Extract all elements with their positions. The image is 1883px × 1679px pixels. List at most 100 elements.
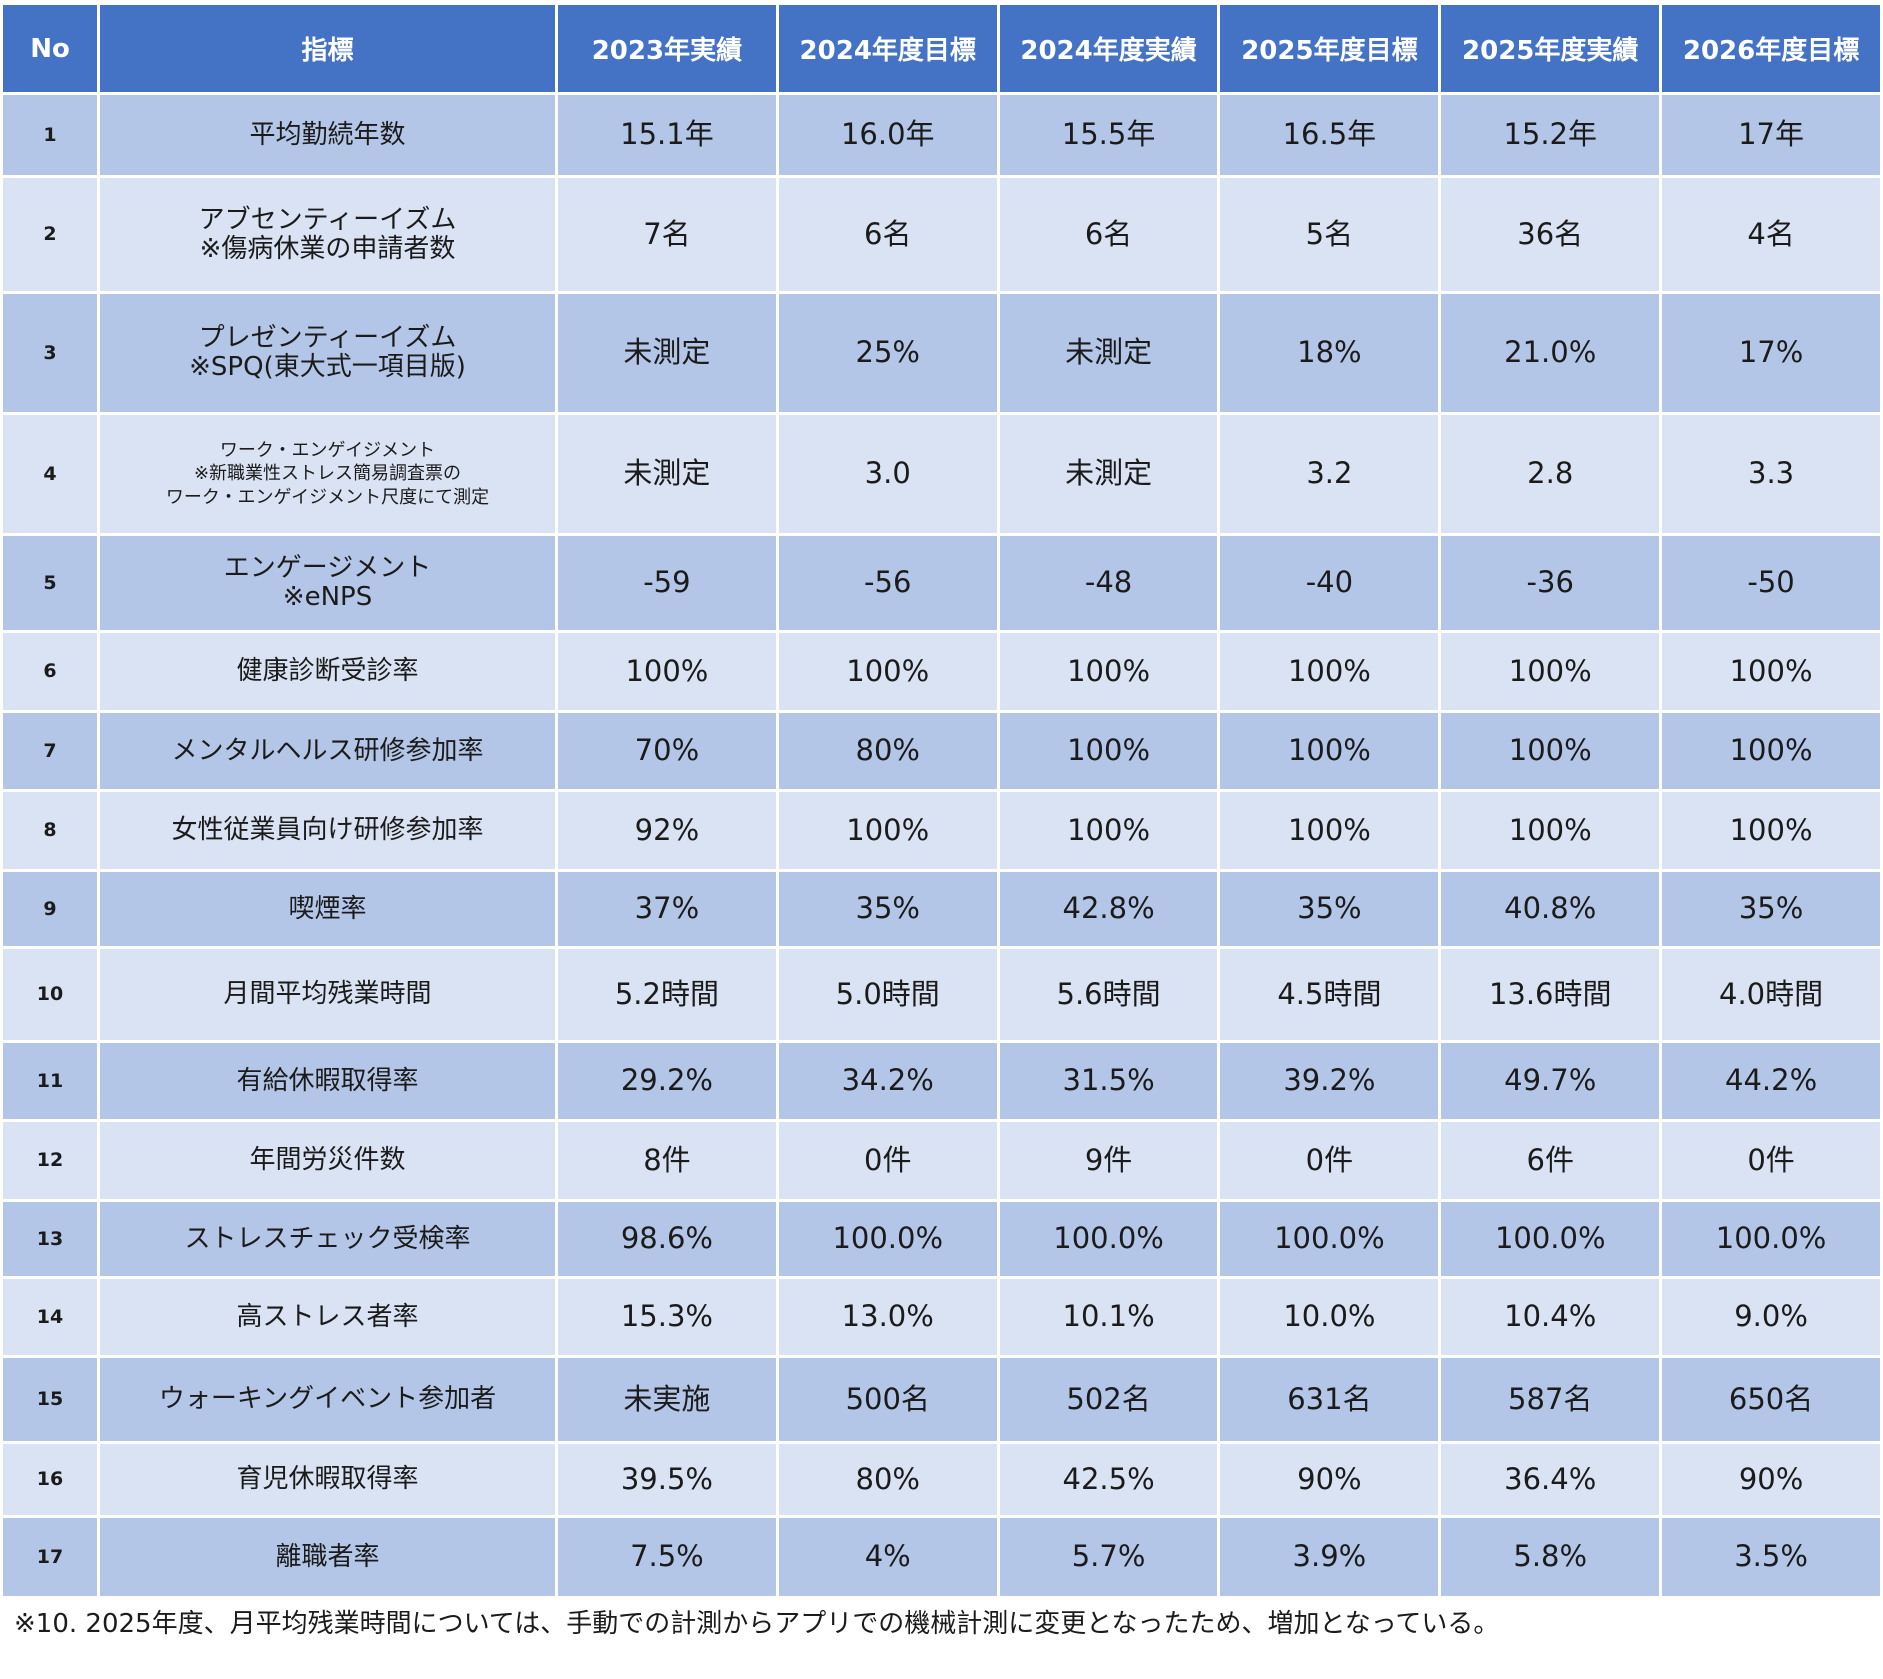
value-cell: 2.8 bbox=[1441, 415, 1660, 533]
value-cell: 未測定 bbox=[999, 294, 1218, 412]
value-cell: 631名 bbox=[1220, 1358, 1439, 1441]
value-cell: 3.5% bbox=[1662, 1518, 1880, 1596]
value-cell: 35% bbox=[1662, 872, 1880, 946]
row-number: 2 bbox=[3, 178, 97, 291]
table-row: 2 アブセンティーイズム ※傷病休業の申請者数 7名 6名 6名 5名 36名 4名 bbox=[3, 178, 1880, 291]
value-cell: 100% bbox=[1662, 713, 1880, 789]
value-cell: 90% bbox=[1220, 1444, 1439, 1515]
value-cell: 36.4% bbox=[1441, 1444, 1660, 1515]
value-cell: 100% bbox=[1220, 792, 1439, 869]
value-cell: 100% bbox=[1220, 713, 1439, 789]
row-number: 15 bbox=[3, 1358, 97, 1441]
table-row: 6 健康診断受診率 100% 100% 100% 100% 100% 100% bbox=[3, 633, 1880, 710]
value-cell: 100.0% bbox=[1220, 1202, 1439, 1276]
value-cell: 98.6% bbox=[558, 1202, 776, 1276]
value-cell: 4.0時間 bbox=[1662, 949, 1880, 1040]
table-row: 5 エンゲージメント ※eNPS -59 -56 -48 -40 -36 -50 bbox=[3, 536, 1880, 630]
value-cell: 16.0年 bbox=[778, 95, 997, 175]
header-cell: No bbox=[3, 5, 97, 92]
value-cell: 4名 bbox=[1662, 178, 1880, 291]
indicator-label: 健康診断受診率 bbox=[100, 633, 555, 710]
value-cell: 10.4% bbox=[1441, 1279, 1660, 1355]
indicator-label: ストレスチェック受検率 bbox=[100, 1202, 555, 1276]
value-cell: 34.2% bbox=[778, 1043, 997, 1119]
value-cell: 10.0% bbox=[1220, 1279, 1439, 1355]
table-row: 4 ワーク・エンゲイジメント ※新職業性ストレス簡易調査票の ワーク・エンゲイジメ… bbox=[3, 415, 1880, 533]
value-cell: -36 bbox=[1441, 536, 1660, 630]
value-cell: 31.5% bbox=[999, 1043, 1218, 1119]
header-cell: 2024年度実績 bbox=[999, 5, 1218, 92]
header-cell: 2025年度目標 bbox=[1220, 5, 1439, 92]
row-number: 4 bbox=[3, 415, 97, 533]
table-row: 7 メンタルヘルス研修参加率 70% 80% 100% 100% 100% 100% bbox=[3, 713, 1880, 789]
table-row: 12 年間労災件数 8件 0件 9件 0件 6件 0件 bbox=[3, 1122, 1880, 1199]
value-cell: -40 bbox=[1220, 536, 1439, 630]
value-cell: 13.0% bbox=[778, 1279, 997, 1355]
value-cell: 502名 bbox=[999, 1358, 1218, 1441]
value-cell: -59 bbox=[558, 536, 776, 630]
value-cell: 9件 bbox=[999, 1122, 1218, 1199]
value-cell: 0件 bbox=[778, 1122, 997, 1199]
table-row: 11 有給休暇取得率 29.2% 34.2% 31.5% 39.2% 49.7% 44.2% bbox=[3, 1043, 1880, 1119]
value-cell: 未測定 bbox=[558, 294, 776, 412]
value-cell: 0件 bbox=[1662, 1122, 1880, 1199]
header-cell: 指標 bbox=[100, 5, 555, 92]
row-number: 12 bbox=[3, 1122, 97, 1199]
value-cell: 18% bbox=[1220, 294, 1439, 412]
table-row: 3 プレゼンティーイズム ※SPQ(東大式一項目版) 未測定 25% 未測定 18% 21.… bbox=[3, 294, 1880, 412]
value-cell: 4.5時間 bbox=[1220, 949, 1439, 1040]
value-cell: 39.5% bbox=[558, 1444, 776, 1515]
value-cell: 100% bbox=[1441, 792, 1660, 869]
value-cell: 9.0% bbox=[1662, 1279, 1880, 1355]
value-cell: 6件 bbox=[1441, 1122, 1660, 1199]
row-number: 1 bbox=[3, 95, 97, 175]
value-cell: 35% bbox=[1220, 872, 1439, 946]
row-number: 14 bbox=[3, 1279, 97, 1355]
value-cell: 5.2時間 bbox=[558, 949, 776, 1040]
value-cell: 29.2% bbox=[558, 1043, 776, 1119]
indicator-label: エンゲージメント ※eNPS bbox=[100, 536, 555, 630]
value-cell: -56 bbox=[778, 536, 997, 630]
value-cell: 100% bbox=[1220, 633, 1439, 710]
value-cell: 650名 bbox=[1662, 1358, 1880, 1441]
value-cell: 100% bbox=[778, 633, 997, 710]
value-cell: 35% bbox=[778, 872, 997, 946]
table-row: 8 女性従業員向け研修参加率 92% 100% 100% 100% 100% 100% bbox=[3, 792, 1880, 869]
value-cell: 6名 bbox=[778, 178, 997, 291]
indicator-label: プレゼンティーイズム ※SPQ(東大式一項目版) bbox=[100, 294, 555, 412]
row-number: 7 bbox=[3, 713, 97, 789]
table-body: 1 平均勤続年数 15.1年 16.0年 15.5年 16.5年 15.2年 17年 2 アブセン… bbox=[3, 95, 1880, 1596]
value-cell: 13.6時間 bbox=[1441, 949, 1660, 1040]
value-cell: 25% bbox=[778, 294, 997, 412]
value-cell: 44.2% bbox=[1662, 1043, 1880, 1119]
value-cell: 70% bbox=[558, 713, 776, 789]
value-cell: 100% bbox=[1662, 633, 1880, 710]
value-cell: 3.9% bbox=[1220, 1518, 1439, 1596]
value-cell: 100% bbox=[1441, 633, 1660, 710]
value-cell: 3.3 bbox=[1662, 415, 1880, 533]
indicator-label: 有給休暇取得率 bbox=[100, 1043, 555, 1119]
value-cell: 100% bbox=[558, 633, 776, 710]
indicator-label: 育児休暇取得率 bbox=[100, 1444, 555, 1515]
footnote: ※10. 2025年度、月平均残業時間については、手動での計測からアプリでの機械… bbox=[14, 1609, 1500, 1639]
value-cell: 17% bbox=[1662, 294, 1880, 412]
indicator-label: 女性従業員向け研修参加率 bbox=[100, 792, 555, 869]
row-number: 13 bbox=[3, 1202, 97, 1276]
value-cell: 100.0% bbox=[778, 1202, 997, 1276]
row-number: 17 bbox=[3, 1518, 97, 1596]
value-cell: 39.2% bbox=[1220, 1043, 1439, 1119]
value-cell: 17年 bbox=[1662, 95, 1880, 175]
indicator-label: 離職者率 bbox=[100, 1518, 555, 1596]
value-cell: 36名 bbox=[1441, 178, 1660, 291]
table-row: 13 ストレスチェック受検率 98.6% 100.0% 100.0% 100.0% 100.… bbox=[3, 1202, 1880, 1276]
table-row: 10 月間平均残業時間 5.2時間 5.0時間 5.6時間 4.5時間 13.6時間 4.0時… bbox=[3, 949, 1880, 1040]
value-cell: 80% bbox=[778, 1444, 997, 1515]
value-cell: 未測定 bbox=[558, 415, 776, 533]
table-row: 9 喫煙率 37% 35% 42.8% 35% 40.8% 35% bbox=[3, 872, 1880, 946]
indicator-label: ウォーキングイベント参加者 bbox=[100, 1358, 555, 1441]
value-cell: 10.1% bbox=[999, 1279, 1218, 1355]
value-cell: 42.8% bbox=[999, 872, 1218, 946]
row-number: 11 bbox=[3, 1043, 97, 1119]
header-cell: 2023年実績 bbox=[558, 5, 776, 92]
